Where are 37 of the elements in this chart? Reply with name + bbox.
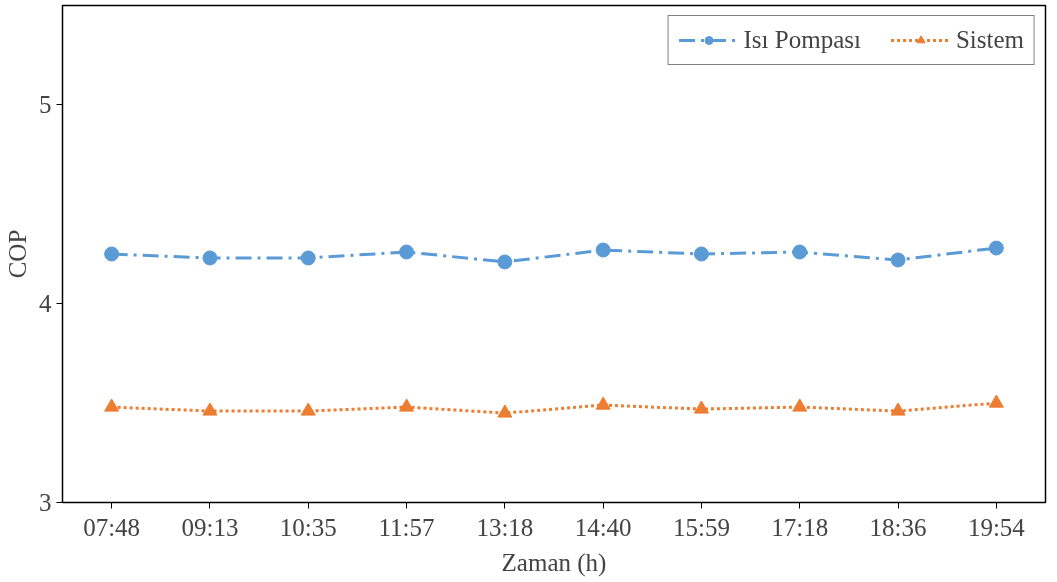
y-tick-label: 4 [39,290,52,318]
point [595,396,611,410]
point [202,402,218,416]
point [497,254,513,270]
point [693,246,709,262]
x-tick-label: 07:48 [83,513,141,541]
x-tick-label: 11:57 [378,513,435,541]
x-tick-label: 19:54 [967,513,1026,541]
point [693,400,709,414]
x-tick-label: 09:13 [181,513,239,541]
legend-label: Sistem [955,26,1024,54]
point [202,250,218,266]
point [792,244,808,260]
x-tick-label: 18:36 [869,513,927,541]
x-tick-label: 17:18 [771,513,829,541]
x-axis-title: Zaman (h) [501,548,607,577]
point [399,398,415,412]
point [988,394,1004,408]
point [988,240,1004,256]
point [890,402,906,416]
point [300,402,316,416]
y-tick-label: 5 [39,91,52,119]
legend-label: Isı Pompası [743,26,861,54]
point [104,246,120,262]
point [890,252,906,268]
point [792,398,808,412]
point [104,398,120,412]
point [595,242,611,258]
point [300,250,316,266]
point [497,404,513,418]
x-tick-label: 13:18 [476,513,534,541]
x-tick-label: 15:59 [672,513,730,541]
y-axis-title: COP [4,229,31,279]
point [399,244,415,260]
x-tick-label: 14:40 [574,513,632,541]
y-tick-label: 3 [39,489,52,516]
x-tick-label: 10:35 [279,513,337,541]
